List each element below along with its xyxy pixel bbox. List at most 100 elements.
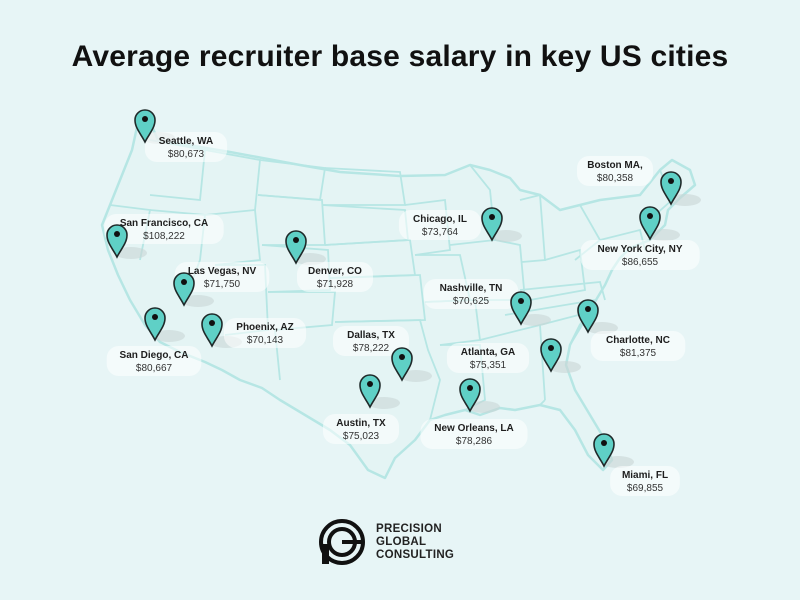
logo-line-3: CONSULTING [376, 549, 455, 561]
city-marker-nashville: Nashville, TN $70,625 [423, 279, 551, 326]
map-pin-icon [201, 313, 223, 348]
map-pin-icon [481, 207, 503, 242]
city-label-bg [610, 466, 680, 496]
city-name: San Diego, CA [120, 350, 189, 361]
city-label-bg [577, 156, 653, 186]
city-label-bg [174, 262, 270, 292]
city-label-bg [323, 414, 399, 444]
map-pin-icon [134, 109, 156, 144]
city-salary: $81,375 [620, 348, 657, 359]
city-label-bg [223, 318, 307, 348]
city-marker-denver: Denver, CO $71,928 [285, 230, 373, 292]
pin-dot [142, 116, 148, 122]
pin-shadow [115, 247, 147, 259]
city-name: New York City, NY [597, 244, 682, 255]
map-pin-icon [459, 378, 481, 413]
city-marker-boston: Boston MA, $80,358 [577, 156, 701, 206]
pin-dot [647, 213, 653, 219]
city-salary: $75,351 [470, 360, 507, 371]
pin-dot [489, 214, 495, 220]
pin-dot [114, 231, 120, 237]
city-salary: $78,286 [456, 436, 493, 447]
city-marker-charlotte: Charlotte, NC $81,375 [577, 299, 686, 361]
city-salary: $80,673 [168, 149, 205, 160]
pin-dot [181, 279, 187, 285]
map-pin-icon [660, 171, 682, 206]
map-pin-icon [593, 433, 615, 468]
map-pin-icon [391, 347, 413, 382]
map-pin-icon [144, 307, 166, 342]
city-marker-phoenix: Phoenix, AZ $70,143 [201, 313, 307, 348]
pin-dot [152, 314, 158, 320]
pin-shadow [400, 370, 432, 382]
city-marker-dallas: Dallas, TX $78,222 [333, 326, 432, 382]
city-name: Seattle, WA [159, 136, 213, 147]
logo-line-1: PRECISION [376, 523, 442, 535]
pin-shadow [468, 401, 500, 413]
city-marker-las-vegas: Las Vegas, NV $71,750 [173, 262, 270, 307]
pin-dot [293, 237, 299, 243]
city-salary: $71,928 [317, 279, 354, 290]
city-marker-chicago: Chicago, IL $73,764 [398, 207, 522, 242]
pin-dot [367, 381, 373, 387]
city-name: Dallas, TX [347, 330, 395, 341]
pin-dot [209, 320, 215, 326]
city-label-bg [420, 419, 528, 449]
city-marker-new-orleans: New Orleans, LA $78,286 [420, 378, 528, 449]
city-salary: $86,655 [622, 257, 659, 268]
city-marker-seattle: Seattle, WA $80,673 [134, 109, 228, 162]
city-label-bg [398, 210, 482, 240]
city-salary: $70,143 [247, 335, 284, 346]
map-pin-icon [359, 374, 381, 409]
city-marker-san-diego: San Diego, CA $80,667 [106, 307, 202, 376]
city-salary: $108,222 [143, 231, 185, 242]
pin-shadow [602, 456, 634, 468]
city-label-bg [333, 326, 409, 356]
pin-dot [601, 440, 607, 446]
logo-line-2: GLOBAL [376, 536, 427, 548]
city-salary: $69,855 [627, 483, 664, 494]
city-name: San Francisco, CA [120, 218, 208, 229]
city-label-bg [106, 346, 202, 376]
pin-dot [518, 298, 524, 304]
us-outline [100, 116, 697, 480]
city-marker-new-york: New York City, NY $86,655 [580, 206, 700, 270]
map-pin-icon [106, 224, 128, 259]
city-salary: $78,222 [353, 343, 390, 354]
pin-shadow [549, 361, 581, 373]
city-label-bg [423, 279, 519, 309]
city-name: Denver, CO [308, 266, 362, 277]
pin-dot [668, 178, 674, 184]
city-name: Atlanta, GA [461, 347, 515, 358]
city-label-bg [580, 240, 700, 270]
city-label-bg [590, 331, 686, 361]
map-pin-icon [173, 272, 195, 307]
pin-shadow [648, 229, 680, 241]
city-name: Miami, FL [622, 470, 668, 481]
pin-shadow [368, 397, 400, 409]
city-name: Boston MA, [587, 160, 643, 171]
city-label-bg [297, 262, 373, 292]
city-marker-austin: Austin, TX $75,023 [323, 374, 400, 444]
city-salary: $73,764 [422, 227, 459, 238]
city-label-bg [446, 343, 530, 373]
city-salary: $80,358 [597, 173, 634, 184]
city-salary: $80,667 [136, 363, 173, 374]
pin-shadow [669, 194, 701, 206]
city-label-bg [104, 214, 224, 244]
city-marker-san-francisco: San Francisco, CA $108,222 [104, 214, 224, 259]
pin-dot [585, 306, 591, 312]
city-name: Charlotte, NC [606, 335, 670, 346]
city-marker-atlanta: Atlanta, GA $75,351 [446, 338, 581, 373]
city-name: Nashville, TN [440, 283, 503, 294]
map-pin-icon [285, 230, 307, 265]
company-logo: PRECISION GLOBAL CONSULTING [318, 518, 488, 568]
city-salary: $75,023 [343, 431, 380, 442]
map-pin-icon [510, 291, 532, 326]
city-label-bg [144, 132, 228, 162]
pin-dot [467, 385, 473, 391]
pin-shadow [153, 330, 185, 342]
city-salary: $70,625 [453, 296, 490, 307]
city-name: Chicago, IL [413, 214, 467, 225]
